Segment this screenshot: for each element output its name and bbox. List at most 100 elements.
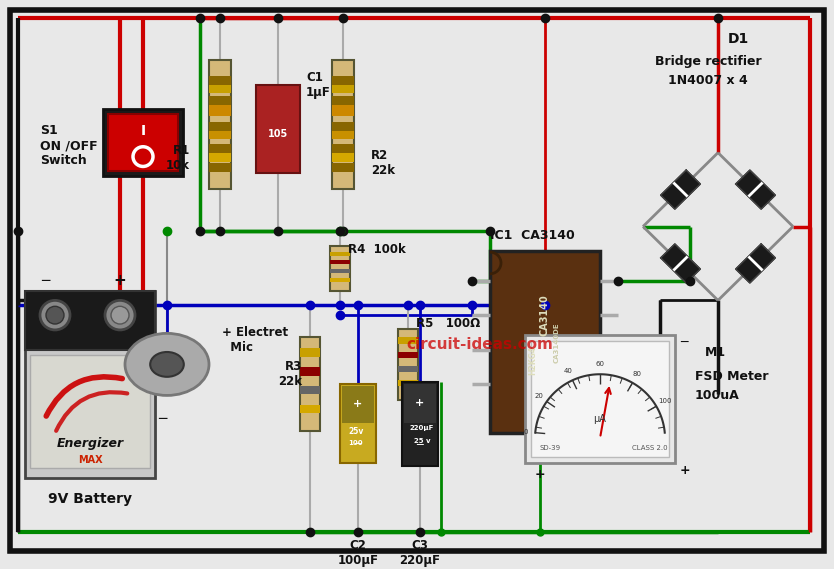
Text: R2
22k: R2 22k: [371, 149, 395, 176]
FancyBboxPatch shape: [330, 251, 350, 255]
FancyBboxPatch shape: [300, 337, 320, 431]
Polygon shape: [736, 244, 776, 283]
Text: 25v: 25v: [349, 427, 364, 436]
FancyBboxPatch shape: [209, 60, 231, 189]
FancyBboxPatch shape: [300, 348, 320, 357]
FancyBboxPatch shape: [330, 278, 350, 282]
Text: 220μF: 220μF: [409, 426, 435, 431]
FancyBboxPatch shape: [398, 329, 418, 400]
FancyBboxPatch shape: [525, 335, 675, 463]
FancyBboxPatch shape: [332, 96, 354, 105]
Text: R5   100Ω: R5 100Ω: [416, 316, 480, 329]
Circle shape: [111, 306, 129, 324]
Text: Bridge rectifier: Bridge rectifier: [655, 55, 761, 68]
Text: D1: D1: [728, 32, 749, 47]
Text: ─: ─: [41, 274, 49, 288]
FancyBboxPatch shape: [332, 163, 354, 172]
FancyBboxPatch shape: [332, 149, 354, 162]
FancyBboxPatch shape: [256, 85, 300, 174]
FancyBboxPatch shape: [402, 382, 438, 466]
Text: 100uA: 100uA: [695, 389, 740, 402]
Text: ─: ─: [158, 411, 166, 426]
Text: 40: 40: [564, 368, 573, 374]
Circle shape: [40, 300, 70, 330]
Text: CLASS 2.0: CLASS 2.0: [632, 445, 668, 451]
Text: I: I: [140, 124, 146, 138]
Text: FSD Meter: FSD Meter: [695, 370, 768, 383]
FancyBboxPatch shape: [332, 60, 354, 189]
Text: 100: 100: [349, 440, 364, 446]
FancyBboxPatch shape: [398, 380, 418, 386]
FancyBboxPatch shape: [332, 144, 354, 153]
FancyBboxPatch shape: [332, 80, 354, 93]
Text: 105: 105: [268, 129, 288, 139]
FancyBboxPatch shape: [25, 291, 155, 477]
Text: 9V Battery: 9V Battery: [48, 492, 132, 506]
Text: 20: 20: [534, 393, 543, 399]
Text: CA3140DE: CA3140DE: [554, 322, 560, 362]
Text: μA: μA: [594, 414, 606, 423]
Text: ─: ─: [354, 438, 361, 448]
Text: + Electret
  Mic: + Electret Mic: [222, 326, 288, 354]
FancyBboxPatch shape: [332, 103, 354, 116]
Circle shape: [105, 300, 135, 330]
FancyBboxPatch shape: [300, 367, 320, 376]
Text: R3
22k: R3 22k: [278, 360, 302, 388]
FancyBboxPatch shape: [209, 126, 231, 139]
FancyBboxPatch shape: [332, 126, 354, 139]
Ellipse shape: [150, 352, 183, 377]
FancyBboxPatch shape: [398, 337, 418, 344]
FancyBboxPatch shape: [330, 269, 350, 273]
FancyBboxPatch shape: [209, 96, 231, 105]
Text: C2
100μF: C2 100μF: [338, 539, 379, 567]
Text: ─: ─: [680, 336, 687, 349]
FancyBboxPatch shape: [340, 384, 376, 463]
FancyBboxPatch shape: [30, 354, 150, 468]
Polygon shape: [661, 170, 701, 209]
FancyBboxPatch shape: [531, 341, 669, 457]
Text: circuit-ideas.com: circuit-ideas.com: [406, 337, 553, 352]
Text: ─: ─: [417, 439, 424, 449]
FancyBboxPatch shape: [398, 352, 418, 358]
FancyBboxPatch shape: [209, 80, 231, 93]
Text: SD-39: SD-39: [540, 445, 560, 451]
FancyBboxPatch shape: [209, 149, 231, 162]
Text: R1
10k: R1 10k: [166, 143, 190, 172]
FancyBboxPatch shape: [330, 261, 350, 265]
Text: 1N4007 x 4: 1N4007 x 4: [668, 75, 748, 87]
FancyBboxPatch shape: [209, 163, 231, 172]
FancyBboxPatch shape: [490, 251, 600, 434]
Text: +: +: [113, 273, 127, 288]
Polygon shape: [661, 244, 701, 283]
FancyBboxPatch shape: [330, 246, 350, 291]
FancyBboxPatch shape: [300, 405, 320, 414]
Text: C3
220μF: C3 220μF: [399, 539, 440, 567]
FancyBboxPatch shape: [209, 103, 231, 116]
Text: IC1  CA3140: IC1 CA3140: [490, 229, 575, 242]
Text: +: +: [354, 399, 363, 409]
Text: MAX: MAX: [78, 455, 103, 465]
Circle shape: [46, 306, 64, 324]
Ellipse shape: [125, 333, 209, 395]
Text: 100: 100: [658, 398, 671, 405]
FancyBboxPatch shape: [342, 386, 374, 423]
Text: R4  100k: R4 100k: [348, 242, 406, 255]
Text: +: +: [415, 398, 425, 408]
Text: 80: 80: [633, 372, 642, 377]
Text: H2KG4: H2KG4: [529, 346, 537, 375]
FancyBboxPatch shape: [25, 291, 155, 349]
Text: S1
ON /OFF
Switch: S1 ON /OFF Switch: [40, 124, 98, 167]
Text: C1
1μF: C1 1μF: [306, 71, 331, 98]
Text: +: +: [535, 468, 545, 481]
Text: M1: M1: [705, 346, 726, 359]
Polygon shape: [736, 170, 776, 209]
FancyBboxPatch shape: [209, 76, 231, 85]
Text: 60: 60: [595, 361, 605, 368]
FancyBboxPatch shape: [209, 144, 231, 153]
FancyBboxPatch shape: [332, 76, 354, 85]
Text: 25 v: 25 v: [414, 438, 430, 444]
FancyArrowPatch shape: [56, 392, 128, 431]
FancyBboxPatch shape: [108, 114, 178, 171]
FancyBboxPatch shape: [404, 384, 436, 423]
FancyBboxPatch shape: [103, 109, 183, 176]
